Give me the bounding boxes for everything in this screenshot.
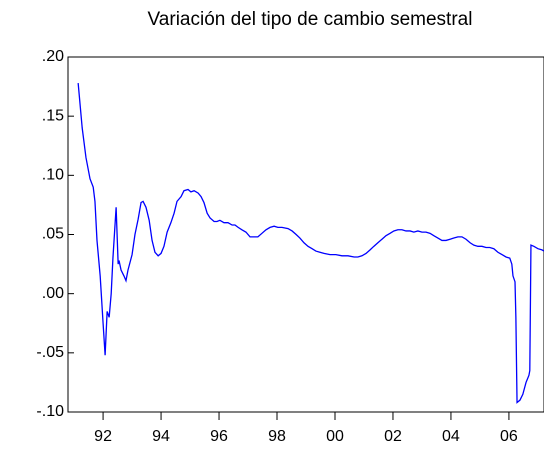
- y-tick-label: .20: [42, 48, 64, 65]
- y-tick-label: .05: [42, 226, 64, 243]
- y-tick-label: -.05: [36, 344, 64, 361]
- chart-title: Variación del tipo de cambio semestral: [148, 9, 473, 30]
- y-tick-label: .00: [42, 285, 64, 302]
- x-tick-label: 04: [442, 428, 460, 445]
- y-tick-label: .10: [42, 167, 64, 184]
- x-tick-label: 94: [152, 428, 170, 445]
- x-tick-label: 06: [500, 428, 518, 445]
- x-tick-label: 92: [94, 428, 112, 445]
- y-tick-label: -.10: [36, 403, 64, 420]
- data-line: [77, 82, 544, 404]
- x-tick-label: 96: [210, 428, 228, 445]
- x-tick-label: 02: [384, 428, 402, 445]
- x-tick-label: 98: [268, 428, 286, 445]
- plot-frame: [67, 56, 544, 413]
- y-tick-label: .15: [42, 107, 64, 124]
- x-tick-label: 00: [326, 428, 344, 445]
